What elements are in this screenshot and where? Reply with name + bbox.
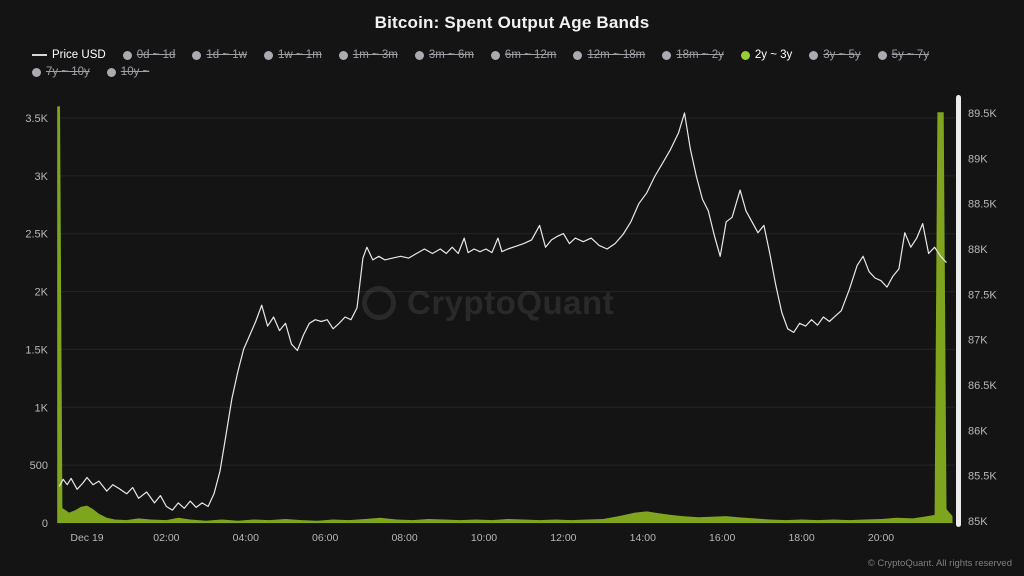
copyright-text: © CryptoQuant. All rights reserved [867,558,1012,569]
legend-item-label: 2y ~ 3y [754,49,793,61]
svg-text:08:00: 08:00 [391,532,417,544]
svg-text:85K: 85K [968,516,988,528]
legend-item-label: 6m ~ 12m [504,49,557,61]
svg-text:500: 500 [30,460,48,472]
series-dot-icon [264,50,273,60]
series-dot-icon [122,50,132,60]
svg-text:88K: 88K [968,244,988,256]
legend-item-price-usd[interactable]: Price USD [32,49,106,61]
svg-text:16:00: 16:00 [709,532,735,544]
svg-text:86K: 86K [968,425,988,437]
legend-item-label: 10y ~ [120,66,150,78]
legend: Price USD 0d ~ 1d 1d ~ 1w 1w ~ 1m 1m ~ 3m 3m … [32,49,994,78]
series-dot-icon [662,50,672,60]
legend-item-label: 1d ~ 1w [206,49,247,61]
legend-item-1m-3m[interactable]: 1m ~ 3m [338,49,398,61]
legend-item-3y-5y[interactable]: 3y ~ 5y [809,49,861,61]
svg-text:2K: 2K [35,287,49,299]
area-series-2y-3y [57,106,953,524]
svg-text:87.5K: 87.5K [968,289,997,301]
legend-item-label: 3m ~ 6m [428,49,474,61]
legend-item-label: 1w ~ 1m [278,49,322,61]
svg-text:10:00: 10:00 [471,532,497,544]
legend-item-label: 18m ~ 2y [676,49,724,61]
legend-item-1w-1m[interactable]: 1w ~ 1m [264,49,322,61]
legend-item-label: 5y ~ 7y [891,49,930,61]
legend-item-7y-10y[interactable]: 7y ~ 10y [32,66,90,78]
price-line-icon [32,54,47,56]
legend-item-10y[interactable]: 10y ~ [106,66,150,78]
price-line-series [58,112,947,511]
svg-text:85.5K: 85.5K [968,471,997,483]
series-dot-icon [192,50,202,60]
series-dot-icon [740,50,750,60]
legend-item-label: Price USD [52,49,106,61]
svg-text:89.5K: 89.5K [968,108,997,120]
svg-text:89K: 89K [968,153,988,165]
legend-item-label: 1m ~ 3m [352,49,398,61]
legend-item-label: 0d ~ 1d [136,49,176,61]
series-dot-icon [809,50,819,60]
svg-text:1.5K: 1.5K [25,344,48,356]
svg-text:04:00: 04:00 [233,532,259,544]
legend-item-0d-1d[interactable]: 0d ~ 1d [122,49,176,61]
svg-text:Dec 19: Dec 19 [70,532,103,544]
legend-item-3m-6m[interactable]: 3m ~ 6m [414,49,474,61]
series-dot-icon [106,67,116,77]
page-title: Bitcoin: Spent Output Age Bands [374,13,650,32]
svg-text:02:00: 02:00 [153,532,179,544]
legend-item-5y-7y[interactable]: 5y ~ 7y [877,49,930,61]
series-dot-icon [338,50,348,60]
svg-text:0: 0 [42,518,48,530]
legend-item-label: 7y ~ 10y [46,66,90,78]
svg-text:2.5K: 2.5K [25,229,48,241]
svg-text:86.5K: 86.5K [968,380,997,392]
svg-text:3.5K: 3.5K [25,113,48,125]
series-dot-icon [414,50,424,60]
right-axis-scrollbar[interactable] [956,95,961,527]
legend-item-18m-2y[interactable]: 18m ~ 2y [662,49,724,61]
svg-text:20:00: 20:00 [868,532,894,544]
legend-item-2y-3y[interactable]: 2y ~ 3y [740,49,793,61]
svg-text:88.5K: 88.5K [968,199,997,211]
series-dot-icon [877,50,887,60]
svg-text:3K: 3K [35,171,49,183]
svg-text:1K: 1K [35,402,49,414]
legend-item-label: 12m ~ 18m [587,49,646,61]
legend-item-label: 3y ~ 5y [823,49,861,61]
legend-item-1d-1w[interactable]: 1d ~ 1w [192,49,247,61]
svg-text:18:00: 18:00 [788,532,814,544]
series-dot-icon [490,50,500,60]
svg-text:06:00: 06:00 [312,532,338,544]
svg-text:14:00: 14:00 [630,532,656,544]
svg-text:87K: 87K [968,335,988,347]
legend-item-12m-18m[interactable]: 12m ~ 18m [573,49,645,61]
svg-text:12:00: 12:00 [550,532,576,544]
series-dot-icon [32,67,41,77]
series-dot-icon [573,50,583,60]
legend-item-6m-12m[interactable]: 6m ~ 12m [490,49,557,61]
